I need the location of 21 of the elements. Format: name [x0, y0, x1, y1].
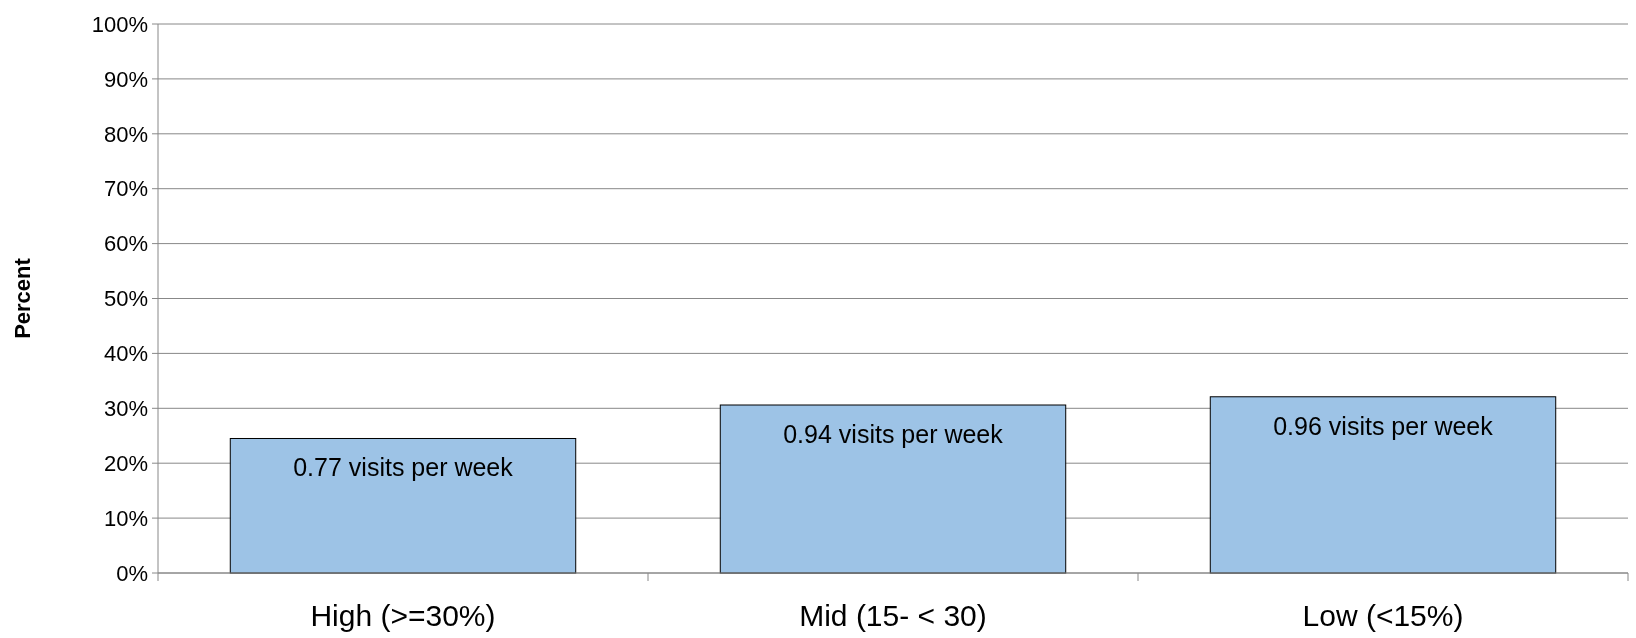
y-tick-label: 50%	[103, 286, 148, 312]
y-tick-label: 70%	[103, 176, 148, 202]
y-tick-label: 90%	[103, 66, 148, 92]
x-tick-label: Low (<15%)	[1302, 599, 1464, 632]
bar	[1209, 396, 1557, 574]
y-tick-label: 80%	[103, 121, 148, 147]
y-tick-label: 40%	[103, 341, 148, 367]
y-tick-label: 10%	[103, 505, 148, 531]
x-tick-label: Mid (15- < 30)	[799, 599, 987, 632]
bar	[719, 404, 1067, 574]
y-tick-label: 100%	[91, 11, 148, 37]
annotation: 0.77 visits per week	[293, 453, 514, 482]
y-tick-label: 0%	[116, 560, 148, 586]
y-tick-label: 30%	[103, 396, 148, 421]
x-tick-label: High (>=30%)	[310, 599, 496, 632]
y-tick-label: 60%	[103, 231, 148, 257]
annotation: 0.94 visits per week	[783, 420, 1004, 449]
y-tick-label: 20%	[103, 450, 148, 476]
bar	[229, 438, 577, 574]
annotation: 0.96 visits per week	[1273, 411, 1494, 440]
y-axis-title: Percent	[10, 257, 35, 339]
